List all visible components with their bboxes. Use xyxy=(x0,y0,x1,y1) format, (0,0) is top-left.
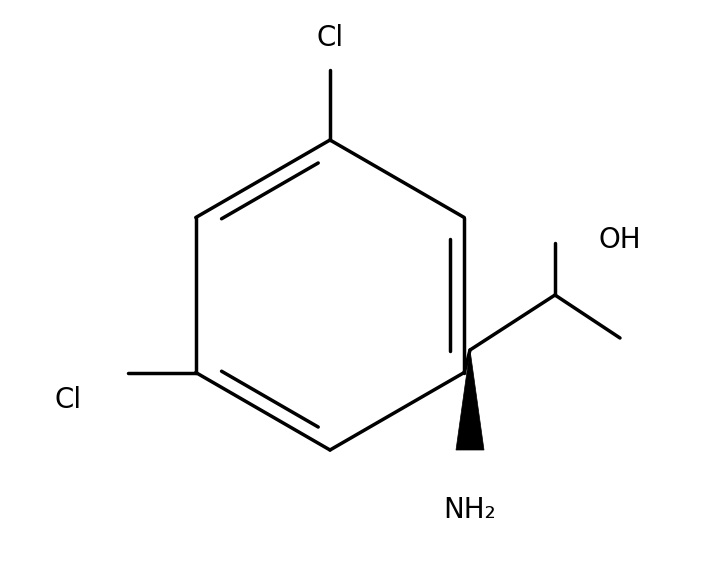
Text: OH: OH xyxy=(599,226,642,254)
Text: Cl: Cl xyxy=(55,386,81,414)
Text: Cl: Cl xyxy=(317,24,343,52)
Polygon shape xyxy=(456,350,484,450)
Text: NH₂: NH₂ xyxy=(444,496,496,524)
